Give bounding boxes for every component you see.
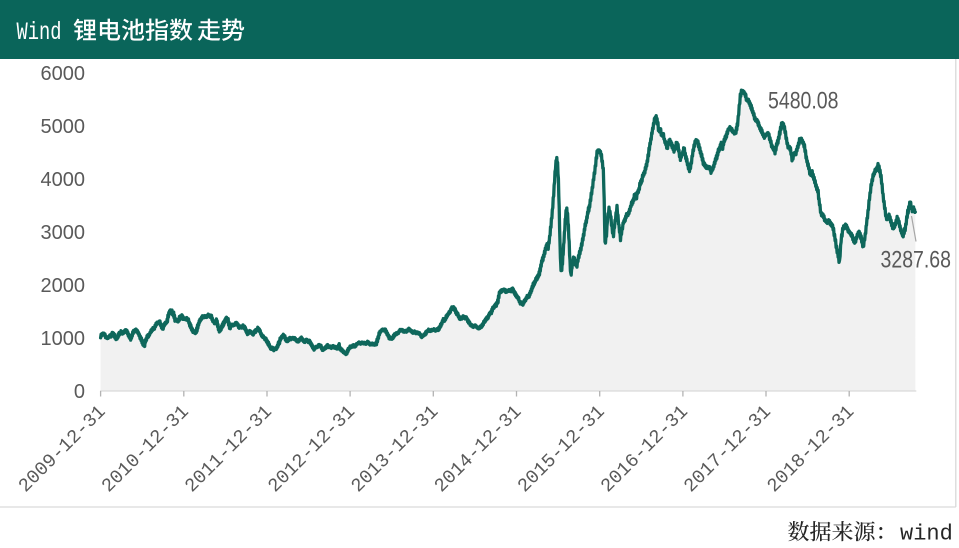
svg-text:2015-12-31: 2015-12-31 <box>513 401 609 497</box>
svg-text:2000: 2000 <box>41 275 86 297</box>
svg-text:2010-12-31: 2010-12-31 <box>97 401 193 497</box>
svg-text:2017-12-31: 2017-12-31 <box>680 401 776 497</box>
svg-text:6000: 6000 <box>41 63 86 85</box>
svg-text:Wind: Wind <box>17 18 62 47</box>
svg-text:2009-12-31: 2009-12-31 <box>14 401 110 497</box>
svg-text:3287.68: 3287.68 <box>881 247 952 274</box>
svg-text:2011-12-31: 2011-12-31 <box>181 401 277 497</box>
svg-text:5480.08: 5480.08 <box>768 88 839 115</box>
svg-text:0: 0 <box>74 381 85 403</box>
svg-text:2013-12-31: 2013-12-31 <box>347 401 443 497</box>
svg-text:2016-12-31: 2016-12-31 <box>596 401 692 497</box>
svg-text:4000: 4000 <box>41 169 86 191</box>
svg-text:2014-12-31: 2014-12-31 <box>430 401 526 497</box>
svg-text:2012-12-31: 2012-12-31 <box>264 401 360 497</box>
svg-text:3000: 3000 <box>41 222 86 244</box>
svg-text:5000: 5000 <box>41 116 86 138</box>
svg-text:2018-12-31: 2018-12-31 <box>763 401 859 497</box>
svg-text:wind: wind <box>900 522 953 547</box>
svg-text:1000: 1000 <box>41 328 86 350</box>
